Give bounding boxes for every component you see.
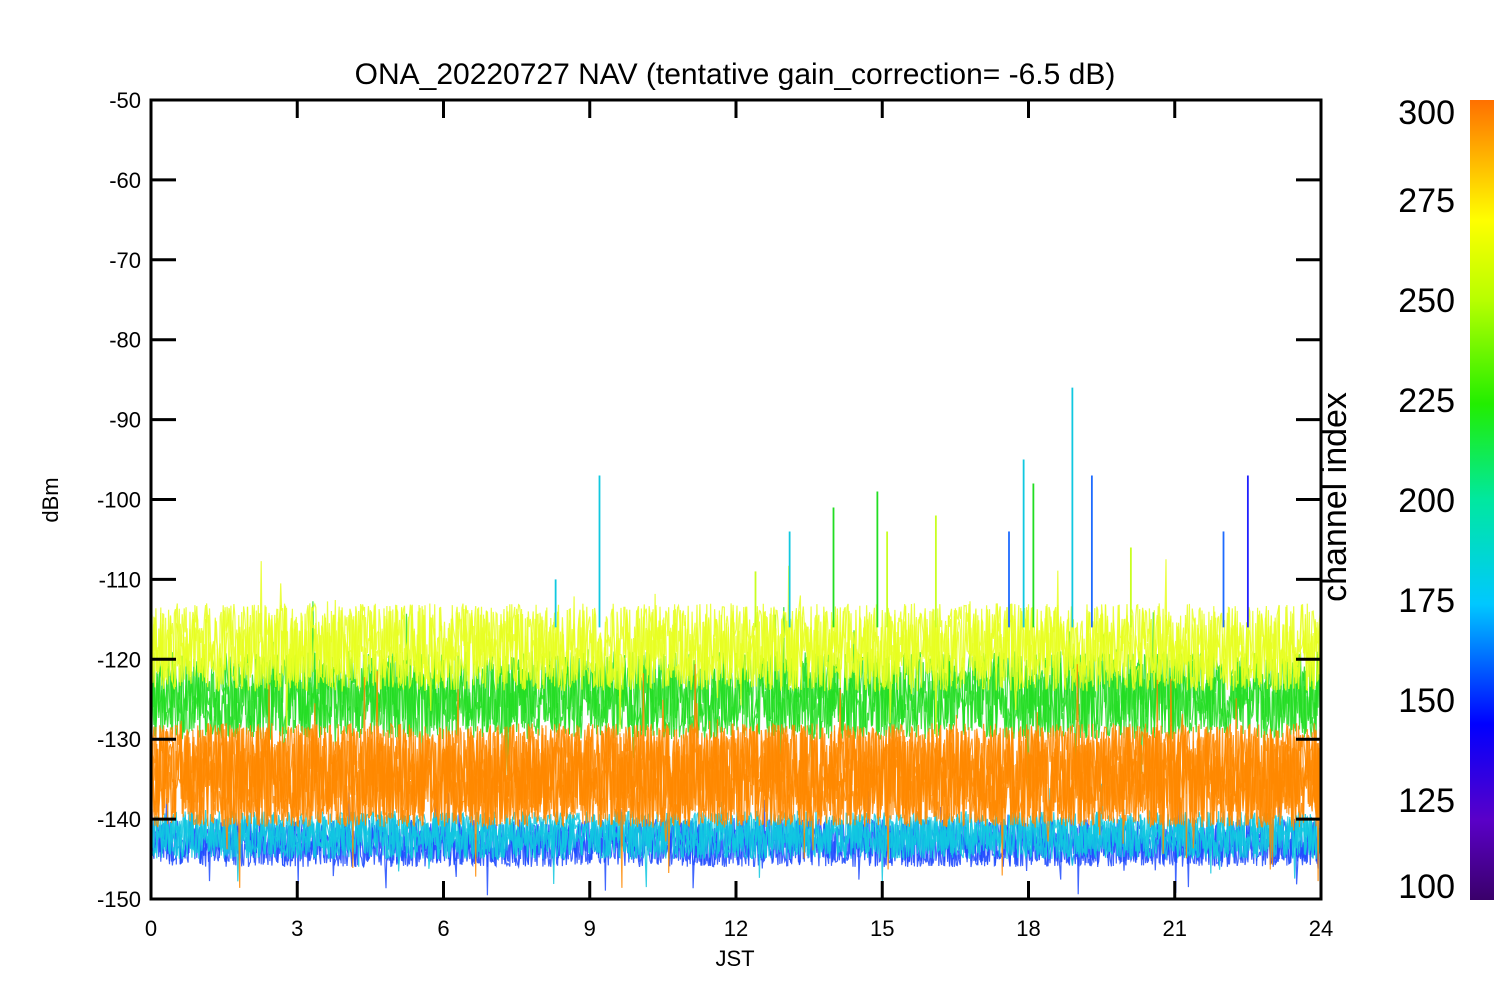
x-tick-label: 24: [1309, 916, 1333, 941]
y-tick-label: -110: [99, 567, 141, 592]
series-trace-group: [151, 559, 1321, 738]
y-tick-label: -60: [109, 168, 141, 193]
y-tick-label: -90: [109, 408, 141, 433]
y-tick-label: -130: [97, 727, 141, 752]
y-tick-label: -80: [109, 328, 141, 353]
chart-title: ONA_20220727 NAV (tentative gain_correct…: [355, 58, 1116, 91]
x-tick-label: 6: [437, 916, 449, 941]
y-tick-label: -140: [97, 807, 141, 832]
y-tick-label: -150: [97, 887, 141, 912]
series-trace: [151, 583, 1321, 731]
x-tick-label: 21: [1163, 916, 1187, 941]
colorbar-tick-label: 250: [1398, 282, 1455, 320]
colorbar-tick-label: 300: [1398, 94, 1455, 132]
colorbar-title: channel index: [1316, 392, 1354, 602]
y-tick-label: -120: [97, 647, 141, 672]
x-tick-label: 15: [870, 916, 894, 941]
series-trace-group: [151, 664, 1321, 888]
y-axis-title: dBm: [38, 477, 63, 522]
colorbar-tick-label: 125: [1398, 782, 1455, 820]
colorbar-tick-label: 100: [1398, 868, 1455, 906]
y-tick-label: -70: [109, 248, 141, 273]
x-axis-title: JST: [715, 946, 754, 971]
series-trace: [151, 601, 1321, 782]
x-axis: 0 3 6 9 12 15 18 21 24: [145, 100, 1333, 941]
colorbar: [1470, 100, 1494, 900]
series-trace: [151, 670, 1321, 874]
y-axis: -50 -60 -70 -80 -90 -100 -110 -120 -130 -140 -150: [97, 88, 1321, 912]
x-tick-label: 9: [584, 916, 596, 941]
colorbar-tick-label: 150: [1398, 682, 1455, 720]
series-trace: [151, 559, 1321, 711]
y-tick-label: -100: [97, 488, 141, 513]
colorbar-tick-label: 275: [1398, 182, 1455, 220]
colorbar-tick-label: 200: [1398, 482, 1455, 520]
plot-area: [151, 387, 1321, 896]
x-tick-label: 12: [724, 916, 748, 941]
colorbar-ticks: 300 275 250 225 200 175 150 125 100: [1398, 94, 1455, 906]
y-tick-label: -50: [109, 88, 141, 113]
colorbar-tick-label: 225: [1398, 382, 1455, 420]
series-trace: [151, 664, 1321, 888]
x-tick-label: 18: [1016, 916, 1040, 941]
colorbar-tick-label: 175: [1398, 582, 1455, 620]
x-tick-label: 0: [145, 916, 157, 941]
x-tick-label: 3: [291, 916, 303, 941]
